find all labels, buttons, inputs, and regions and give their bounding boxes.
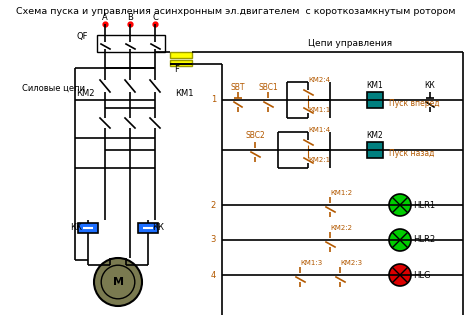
Text: КМ1:1: КМ1:1	[308, 107, 330, 113]
Text: КМ2: КМ2	[76, 89, 95, 97]
Text: КК: КК	[425, 81, 435, 91]
Text: Силовые цепи: Силовые цепи	[22, 84, 85, 92]
Text: КМ2: КМ2	[367, 132, 384, 140]
Text: QF: QF	[76, 31, 88, 40]
FancyBboxPatch shape	[170, 60, 192, 66]
Text: М: М	[113, 277, 123, 287]
Text: КМ1: КМ1	[367, 81, 384, 91]
FancyBboxPatch shape	[138, 223, 158, 233]
Text: SBC1: SBC1	[258, 84, 278, 92]
Text: КМ2:2: КМ2:2	[330, 225, 352, 231]
Text: КМ2:4: КМ2:4	[308, 77, 330, 83]
Text: B: B	[127, 13, 133, 23]
Text: HLR2: HLR2	[413, 236, 435, 244]
Text: КМ1:4: КМ1:4	[308, 127, 330, 133]
Text: КМ2:3: КМ2:3	[340, 260, 362, 266]
Circle shape	[389, 229, 411, 251]
Text: SBC2: SBC2	[245, 132, 265, 140]
FancyBboxPatch shape	[97, 35, 165, 52]
Text: 2: 2	[211, 200, 216, 210]
Text: КМ1:3: КМ1:3	[300, 260, 322, 266]
Circle shape	[101, 265, 135, 299]
Text: Цепи управления: Цепи управления	[308, 39, 392, 49]
Text: КМ2:1: КМ2:1	[308, 157, 330, 163]
Text: HLG: HLG	[413, 271, 430, 279]
Text: КК: КК	[70, 223, 82, 233]
Text: Схема пуска и управления асинхронным эл.двигателем  с короткозамкнутым ротором: Схема пуска и управления асинхронным эл.…	[16, 7, 456, 16]
Text: HLR1: HLR1	[413, 200, 435, 210]
Text: SBТ: SBТ	[231, 84, 245, 92]
Text: 1: 1	[211, 95, 216, 105]
FancyBboxPatch shape	[170, 52, 192, 58]
FancyBboxPatch shape	[367, 142, 383, 158]
Text: Пуск назад: Пуск назад	[389, 150, 434, 158]
Circle shape	[389, 194, 411, 216]
Text: 4: 4	[211, 271, 216, 279]
Text: C: C	[152, 13, 158, 23]
FancyBboxPatch shape	[78, 223, 98, 233]
Text: A: A	[102, 13, 108, 23]
Text: Пуск вперед: Пуск вперед	[389, 99, 439, 109]
Text: КМ1: КМ1	[175, 89, 193, 97]
Circle shape	[389, 264, 411, 286]
Text: КК: КК	[152, 223, 164, 233]
Circle shape	[94, 258, 142, 306]
FancyBboxPatch shape	[367, 92, 383, 108]
Text: F: F	[174, 66, 179, 74]
Text: 3: 3	[210, 236, 216, 244]
Text: КМ1:2: КМ1:2	[330, 190, 352, 196]
